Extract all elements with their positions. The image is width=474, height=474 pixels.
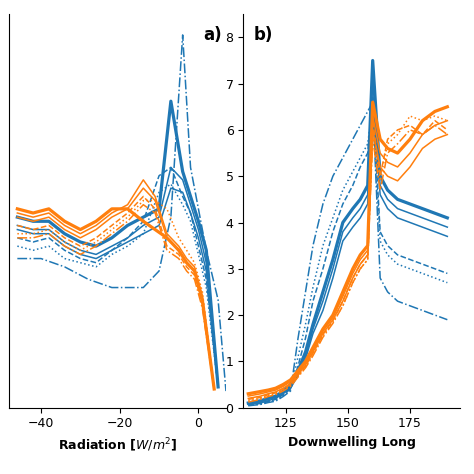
Text: b): b): [254, 26, 273, 44]
X-axis label: Radiation [$W/m^2$]: Radiation [$W/m^2$]: [58, 436, 177, 454]
Text: a): a): [203, 26, 222, 44]
X-axis label: Downwelling Long: Downwelling Long: [288, 436, 416, 449]
